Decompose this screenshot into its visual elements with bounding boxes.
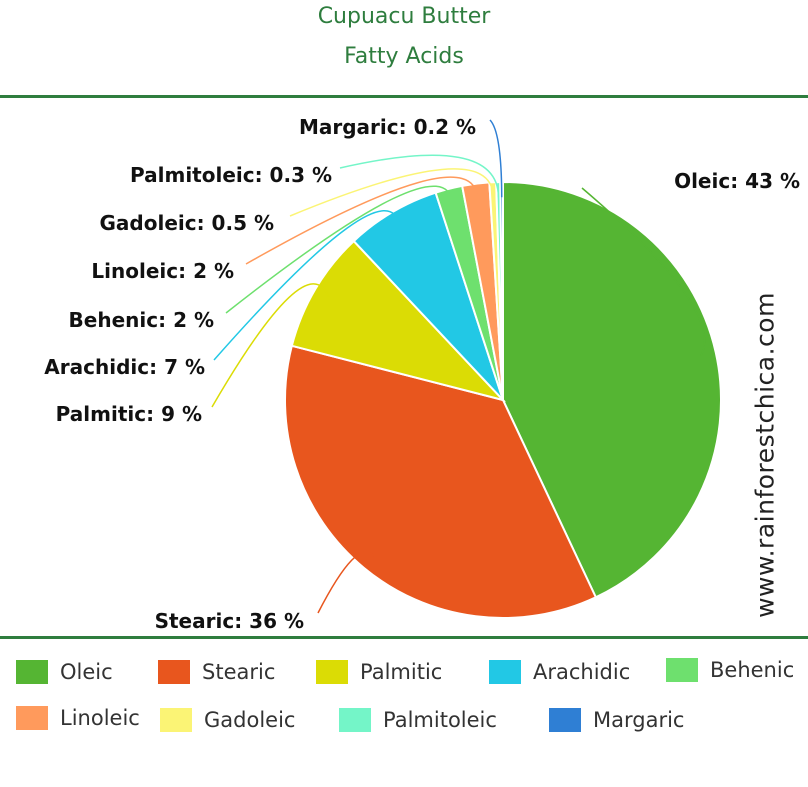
- legend-label: Stearic: [202, 660, 276, 684]
- legend-item-palmitic: Palmitic: [316, 660, 442, 684]
- leader-line-behenic: [225, 185, 454, 314]
- legend-item-behenic: Behenic: [666, 658, 794, 682]
- data-label-gadoleic: Gadoleic: 0.5 %: [100, 211, 275, 235]
- legend-swatch: [489, 660, 521, 684]
- legend-label: Linoleic: [60, 706, 140, 730]
- pie-slice-stearic: [284, 344, 598, 619]
- pie-slice-palmitic: [290, 239, 507, 402]
- legend-label: Arachidic: [533, 660, 631, 684]
- pie-slice-oleic: [502, 180, 722, 599]
- legend-label: Behenic: [710, 658, 795, 682]
- data-label-stearic: Stearic: 36 %: [155, 609, 304, 633]
- legend-swatch: [666, 658, 698, 682]
- data-label-oleic: Oleic: 43 %: [674, 169, 800, 193]
- legend-swatch: [160, 708, 192, 732]
- chart-subtitle: Fatty Acids: [344, 44, 464, 69]
- legend-item-palmitoleic: Palmitoleic: [339, 708, 497, 732]
- legend-label: Palmitic: [360, 660, 443, 684]
- leader-line-oleic: [581, 187, 706, 357]
- legend-swatch: [158, 660, 190, 684]
- leader-line-palmitic: [211, 283, 330, 408]
- legend-swatch: [16, 660, 48, 684]
- watermark: www.rainforestchica.com: [745, 290, 785, 620]
- legend-label: Oleic: [60, 660, 113, 684]
- top-divider: [0, 95, 808, 98]
- data-label-palmitoleic: Palmitoleic: 0.3 %: [130, 163, 332, 187]
- leader-line-linoleic: [245, 176, 479, 265]
- leader-line-arachidic: [213, 210, 401, 361]
- data-label-margaric: Margaric: 0.2 %: [299, 115, 476, 139]
- legend-item-arachidic: Arachidic: [489, 660, 630, 684]
- legend-item-gadoleic: Gadoleic: [160, 708, 295, 732]
- bottom-divider: [0, 636, 808, 639]
- legend-swatch: [339, 708, 371, 732]
- data-label-palmitic: Palmitic: 9 %: [56, 402, 202, 426]
- legend-swatch: [16, 706, 48, 730]
- legend-label: Margaric: [593, 708, 685, 732]
- data-label-behenic: Behenic: 2 %: [69, 308, 214, 332]
- legend-item-margaric: Margaric: [549, 708, 684, 732]
- legend-item-linoleic: Linoleic: [16, 706, 140, 730]
- legend-swatch: [316, 660, 348, 684]
- legend-item-stearic: Stearic: [158, 660, 275, 684]
- data-label-linoleic: Linoleic: 2 %: [91, 259, 234, 283]
- leader-line-stearic: [317, 551, 375, 614]
- leader-line-margaric: [489, 119, 503, 198]
- legend-item-oleic: Oleic: [16, 660, 113, 684]
- leader-line-palmitoleic: [339, 154, 500, 198]
- leader-line-gadoleic: [289, 168, 495, 217]
- legend-label: Palmitoleic: [383, 708, 497, 732]
- watermark-text: www.rainforestchica.com: [750, 292, 780, 618]
- data-label-arachidic: Arachidic: 7 %: [44, 355, 205, 379]
- pie-chart: Oleic: 43 % Stearic: 36 % Palmitic: 9 % Ara…: [44, 115, 800, 633]
- legend-swatch: [549, 708, 581, 732]
- legend-label: Gadoleic: [204, 708, 296, 732]
- chart-title: Cupuacu Butter: [317, 4, 491, 29]
